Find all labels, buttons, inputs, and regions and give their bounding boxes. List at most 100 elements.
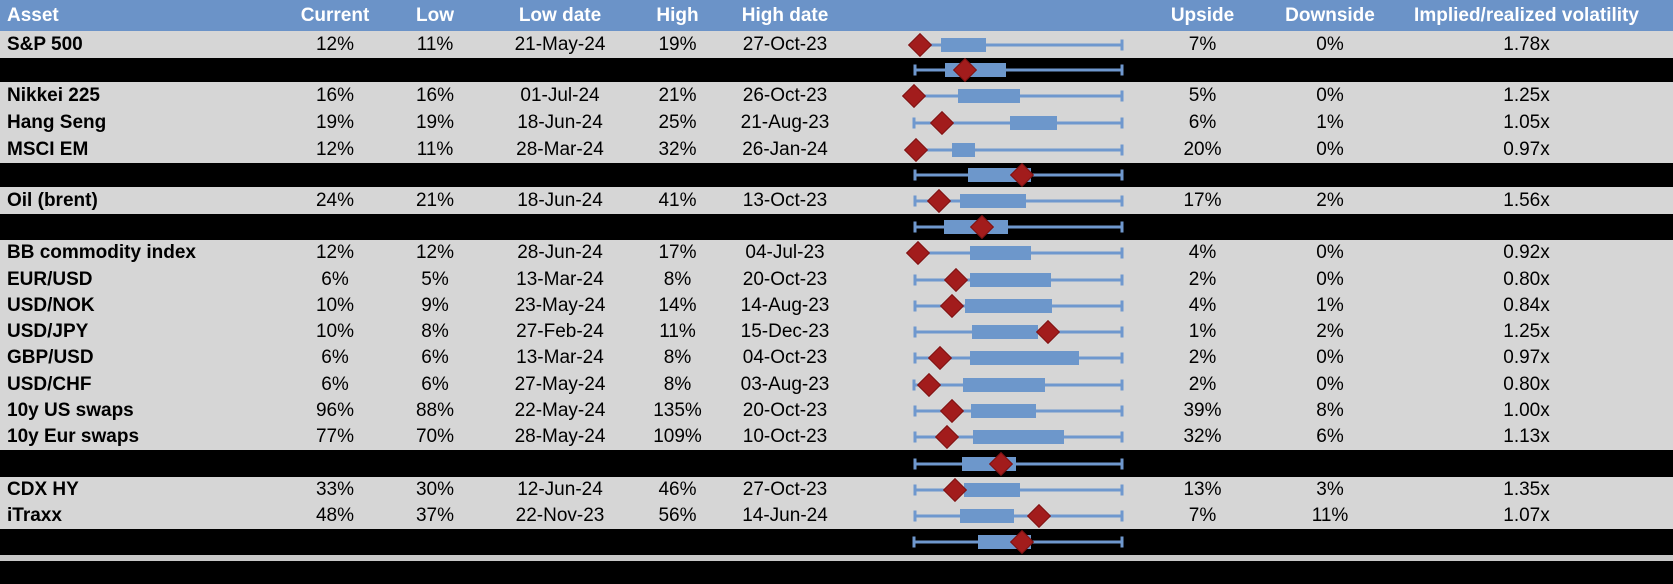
right-whisker-cap	[1120, 326, 1124, 338]
current-value: 6%	[321, 268, 349, 290]
separator-spacer	[1125, 529, 1673, 555]
high-value: 56%	[658, 505, 697, 526]
right-whisker-cap	[1120, 274, 1124, 285]
high-value: 21%	[658, 84, 697, 106]
low-date: 21-May-24	[514, 33, 606, 55]
upside-value: 4%	[1188, 295, 1217, 316]
column-header-low: Low	[416, 4, 454, 26]
current-diamond-marker	[943, 477, 968, 503]
low-value: 11%	[416, 138, 454, 160]
table-row: 10y US swaps 96% 88% 22-May-24 135% 20-Oct-23…	[0, 398, 1673, 424]
high-date: 21-Aug-23	[740, 111, 830, 133]
table-row: USD/NOK 10% 9% 23-May-24 14% 14-Aug-23 4% 1% 0.8…	[0, 293, 1673, 319]
range-box	[960, 193, 1027, 208]
high-date: 27-Oct-23	[742, 479, 828, 500]
low-date: 28-Jun-24	[517, 242, 603, 263]
low-date: 27-May-24	[514, 373, 606, 395]
left-whisker-cap	[913, 458, 917, 469]
implied-realized-volatility-value: 1.56x	[1503, 189, 1550, 211]
asset-name: 10y US swaps	[7, 400, 134, 421]
range-box	[1010, 115, 1057, 130]
high-value: 25%	[658, 111, 697, 133]
right-whisker-cap	[1120, 90, 1124, 101]
current-diamond-marker	[927, 188, 952, 213]
box-plot	[855, 57, 1125, 83]
upside-value: 39%	[1183, 400, 1222, 421]
low-date: 13-Mar-24	[516, 347, 604, 368]
separator-row	[0, 529, 1673, 555]
right-whisker-cap	[1120, 379, 1124, 390]
box-plot	[855, 503, 1125, 529]
implied-realized-volatility-value: 1.78x	[1503, 33, 1550, 55]
range-box	[969, 351, 1079, 365]
upside-value: 1%	[1188, 321, 1217, 342]
asset-name: USD/NOK	[7, 295, 95, 316]
current-diamond-marker	[929, 110, 954, 135]
downside-value: 0%	[1316, 138, 1344, 160]
left-whisker-cap	[913, 326, 917, 338]
range-box	[940, 37, 986, 52]
asset-name: USD/CHF	[7, 373, 92, 395]
current-diamond-marker	[916, 372, 941, 397]
high-date: 04-Oct-23	[742, 347, 828, 368]
high-value: 19%	[658, 33, 697, 55]
table-row: iTraxx 48% 37% 22-Nov-23 56% 14-Jun-24 7% 11% 1.…	[0, 503, 1673, 529]
right-whisker-cap	[1120, 484, 1124, 496]
current-diamond-marker	[905, 240, 930, 266]
high-value: 46%	[658, 479, 697, 500]
box-plot	[855, 398, 1125, 424]
current-value: 96%	[315, 400, 355, 421]
range-box	[963, 377, 1046, 392]
high-date: 20-Oct-23	[742, 268, 828, 290]
current-diamond-marker	[935, 424, 960, 450]
low-value: 37%	[415, 505, 455, 526]
separator-spacer	[0, 214, 855, 240]
downside-value: 0%	[1316, 84, 1344, 106]
upside-value: 32%	[1183, 426, 1222, 447]
upside-value: 2%	[1188, 268, 1217, 290]
upside-value: 2%	[1188, 347, 1217, 368]
current-diamond-marker	[927, 345, 952, 371]
whisker-line	[915, 225, 1123, 229]
footer-bar	[0, 561, 1673, 584]
right-whisker-cap	[1120, 458, 1124, 469]
left-whisker-cap	[913, 510, 917, 522]
upside-value: 20%	[1183, 138, 1222, 160]
implied-realized-volatility-value: 0.80x	[1503, 373, 1550, 395]
high-date: 03-Aug-23	[740, 373, 830, 395]
low-value: 6%	[421, 373, 449, 395]
asset-name: GBP/USD	[7, 347, 94, 368]
low-value: 70%	[415, 426, 455, 447]
low-date: 28-Mar-24	[516, 138, 604, 160]
downside-value: 2%	[1316, 189, 1344, 211]
separator-row	[0, 214, 1673, 240]
upside-value: 7%	[1188, 33, 1217, 55]
current-value: 6%	[321, 373, 349, 395]
right-whisker-cap	[1120, 405, 1124, 417]
implied-realized-volatility-value: 1.05x	[1503, 111, 1550, 133]
column-header-implied-realized-volatility: Implied/realized volatility	[1414, 4, 1639, 26]
high-value: 32%	[658, 138, 697, 160]
upside-value: 6%	[1188, 111, 1217, 133]
separator-row	[0, 162, 1673, 188]
left-whisker-cap	[912, 379, 916, 390]
right-whisker-cap	[1120, 144, 1124, 155]
whisker-line	[916, 148, 1123, 151]
low-value: 16%	[415, 84, 455, 106]
low-date: 28-May-24	[514, 426, 606, 447]
upside-value: 5%	[1188, 84, 1217, 106]
right-whisker-cap	[1120, 536, 1124, 548]
implied-realized-volatility-value: 0.97x	[1503, 138, 1550, 160]
separator-row	[0, 57, 1673, 83]
table-row: USD/CHF 6% 6% 27-May-24 8% 03-Aug-23 2% 0% 0.80x	[0, 371, 1673, 398]
range-box	[969, 272, 1052, 287]
box-plot	[855, 214, 1125, 240]
column-header-high-date: High date	[741, 4, 829, 26]
left-whisker-cap	[912, 117, 916, 128]
right-whisker-cap	[1120, 352, 1124, 364]
column-header-downside: Downside	[1285, 4, 1375, 26]
implied-realized-volatility-value: 0.80x	[1503, 268, 1550, 290]
asset-name: Oil (brent)	[7, 189, 98, 211]
box-plot	[855, 477, 1125, 503]
upside-value: 4%	[1188, 242, 1217, 263]
